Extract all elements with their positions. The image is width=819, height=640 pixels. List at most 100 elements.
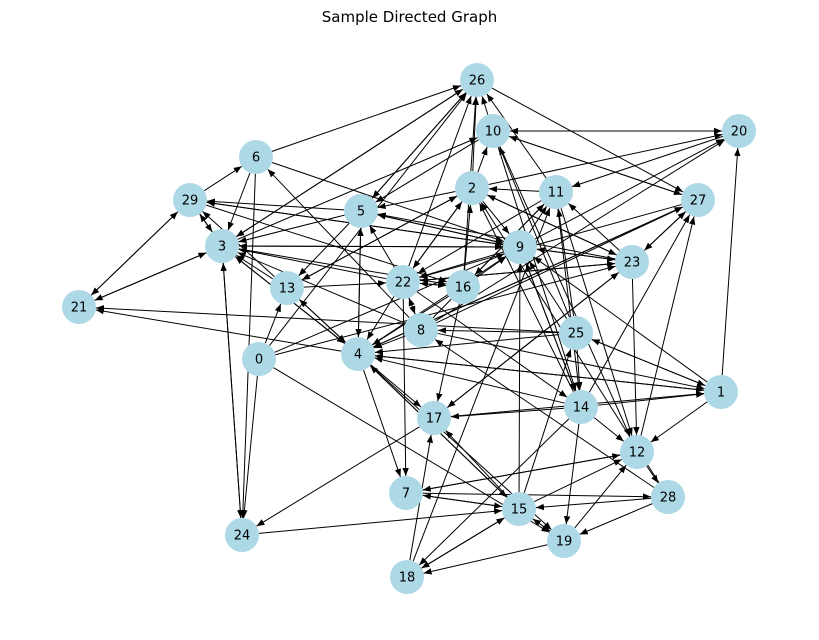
edge-8-to-1 — [437, 332, 705, 391]
edge-24-to-3 — [220, 262, 242, 519]
edge-13-to-3 — [236, 254, 273, 280]
node-24: 24 — [225, 518, 259, 552]
edge-18-to-11 — [412, 207, 551, 562]
edge-19-to-12 — [574, 464, 627, 529]
edge-14-to-1 — [597, 391, 705, 406]
edge-9-to-5 — [377, 213, 504, 244]
edge-25-to-1 — [591, 338, 706, 387]
edge-13-to-22 — [303, 280, 387, 288]
edge-20-to-11 — [571, 135, 724, 188]
node-1: 1 — [704, 375, 738, 409]
edge-5-to-13 — [298, 222, 350, 277]
edge-1-to-12 — [650, 401, 708, 443]
graph-title: Sample Directed Graph — [321, 8, 498, 26]
node-circle-15 — [502, 492, 536, 526]
edge-5-to-4 — [355, 227, 362, 338]
node-circle-10 — [476, 114, 510, 148]
edge-11-to-12 — [560, 208, 633, 436]
edge-9-to-3 — [238, 242, 504, 250]
node-26: 26 — [460, 63, 494, 97]
edge-9-to-22 — [419, 251, 504, 278]
edge-14-to-19 — [563, 423, 580, 525]
node-28: 28 — [651, 480, 685, 514]
edge-28-to-15 — [535, 497, 652, 511]
edge-8-to-20 — [435, 139, 725, 322]
edge-29-to-21 — [90, 211, 179, 296]
node-23: 23 — [615, 245, 649, 279]
node-circle-24 — [225, 518, 259, 552]
edge-28-to-19 — [579, 503, 653, 535]
node-circle-22 — [386, 265, 420, 299]
edge-12-to-27 — [640, 216, 696, 436]
edge-19-to-15 — [532, 518, 551, 532]
node-label-19: 19 — [556, 535, 573, 550]
edge-23-to-9 — [536, 247, 616, 261]
edge-25-to-9 — [528, 260, 568, 320]
edge-9-to-11 — [528, 205, 548, 234]
edge-14-to-4 — [374, 356, 565, 404]
edge-19-to-18 — [423, 544, 548, 575]
node-circle-2 — [455, 171, 489, 205]
edge-15-to-7 — [422, 493, 503, 508]
node-label-5: 5 — [357, 205, 365, 220]
node-circle-4 — [341, 337, 375, 371]
node-label-24: 24 — [234, 529, 251, 544]
node-27: 27 — [681, 183, 715, 217]
node-18: 18 — [390, 560, 424, 594]
edge-28-to-8 — [434, 339, 655, 488]
node-circle-7 — [389, 476, 423, 510]
edge-22-to-3 — [238, 247, 387, 280]
edge-17-to-24 — [256, 426, 420, 527]
node-circle-8 — [404, 313, 438, 347]
edge-22-to-26 — [408, 95, 472, 267]
edge-11-to-22 — [417, 200, 542, 274]
node-circle-0 — [242, 342, 276, 376]
edge-25-to-10 — [498, 146, 571, 318]
node-4: 4 — [341, 337, 375, 371]
node-label-7: 7 — [402, 487, 410, 502]
node-22: 22 — [386, 265, 420, 299]
node-label-16: 16 — [455, 281, 472, 296]
node-circle-27 — [681, 183, 715, 217]
node-29: 29 — [173, 183, 207, 217]
node-circle-9 — [503, 230, 537, 264]
node-layer: 0123456789101112131415161718192021222324… — [62, 63, 756, 594]
node-label-0: 0 — [255, 353, 263, 368]
node-circle-25 — [559, 316, 593, 350]
node-label-20: 20 — [731, 125, 748, 140]
node-label-3: 3 — [218, 240, 226, 255]
node-13: 13 — [270, 271, 304, 305]
edge-29-to-3 — [199, 213, 213, 233]
node-circle-29 — [173, 183, 207, 217]
edge-15-to-25 — [523, 349, 572, 493]
edge-24-to-15 — [258, 508, 503, 534]
edge-2-to-20 — [488, 133, 723, 185]
node-17: 17 — [417, 401, 451, 435]
edge-22-to-8 — [408, 297, 416, 315]
node-label-9: 9 — [516, 241, 524, 256]
node-circle-18 — [390, 560, 424, 594]
edge-1-to-9 — [533, 256, 708, 383]
edge-4-to-1 — [374, 355, 705, 393]
node-label-17: 17 — [426, 412, 443, 427]
edge-8-to-3 — [237, 252, 406, 324]
node-14: 14 — [564, 390, 598, 424]
node-20: 20 — [722, 114, 756, 148]
edge-27-to-22 — [419, 204, 682, 279]
node-circle-21 — [62, 290, 96, 324]
edge-23-to-11 — [568, 203, 620, 251]
edge-3-to-10 — [237, 137, 478, 240]
edge-14-to-18 — [418, 418, 570, 566]
node-circle-13 — [270, 271, 304, 305]
edge-7-to-28 — [422, 492, 652, 500]
node-label-18: 18 — [399, 571, 416, 586]
node-label-2: 2 — [468, 182, 476, 197]
edge-2-to-5 — [377, 190, 456, 210]
node-circle-3 — [205, 229, 239, 263]
edge-6-to-9 — [271, 162, 505, 242]
node-label-6: 6 — [252, 151, 260, 166]
edge-22-to-16 — [419, 281, 447, 289]
node-16: 16 — [446, 270, 480, 304]
edge-26-to-5 — [371, 92, 467, 199]
